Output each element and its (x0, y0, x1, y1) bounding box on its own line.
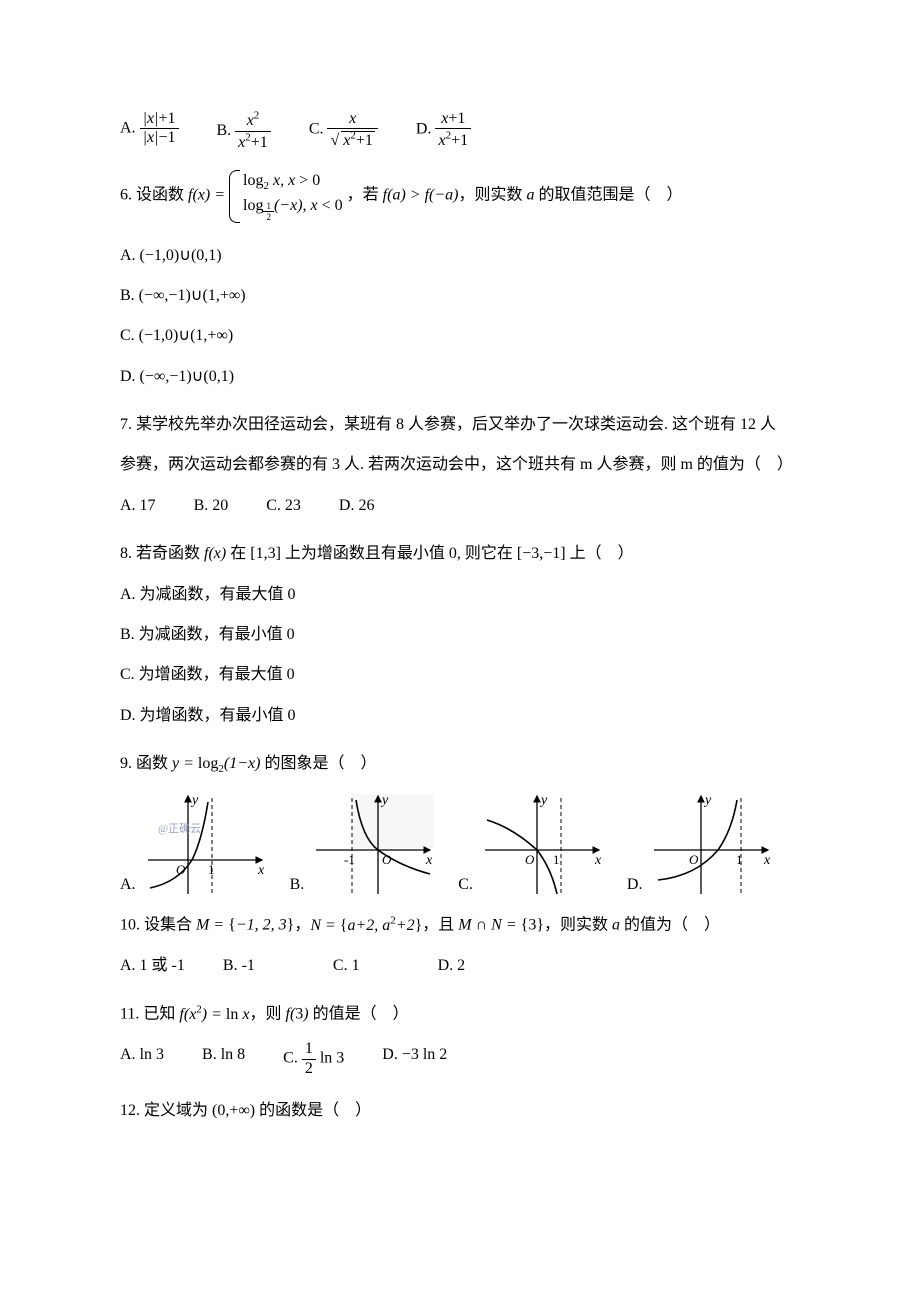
q10-opt-d: D. 2 (438, 951, 466, 981)
q5-options: A. |x|+1 |x|−1 B. x2 x2+1 C. x √x2+1 D. … (120, 110, 800, 152)
svg-text:y: y (380, 793, 389, 808)
q12-stem: 12. 定义域为 (0,+∞) 的函数是（ ） (120, 1096, 800, 1126)
q6-opt-b: B. (−∞,−1)∪(1,+∞) (120, 281, 800, 311)
svg-text:@正确云: @正确云 (158, 822, 201, 835)
q9-graph-d: y x O 1 (646, 790, 776, 900)
q5-opt-b: B. x2 x2+1 (217, 110, 271, 152)
q11-stem: 11. 已知 f(x2) = ln x，则 f(3) 的值是（ ） (120, 999, 800, 1030)
q6-cases: log2 x, x > 0 log12(−x), x < 0 (229, 170, 343, 222)
q8-opt-b: B. 为减函数，有最小值 0 (120, 620, 800, 650)
q8-opt-d: D. 为增函数，有最小值 0 (120, 701, 800, 731)
q9-graph-a-wrap: A. y x O @正确云 1 (120, 790, 270, 900)
q9-graph-c-wrap: C. y x O 1 (458, 790, 607, 900)
q8-opt-a: A. 为减函数，有最大值 0 (120, 580, 800, 610)
svg-text:x: x (425, 853, 433, 868)
q9-graph-b-wrap: B. y x O -1 (290, 790, 439, 900)
q6-stem: 6. 设函数 f(x) = log2 x, x > 0 log12(−x), x… (120, 170, 800, 222)
svg-text:x: x (763, 853, 771, 868)
q7-options: A. 17 B. 20 C. 23 D. 26 (120, 491, 800, 521)
q7-opt-a: A. 17 (120, 491, 156, 521)
q9-label-a: A. (120, 870, 136, 900)
q7-opt-c: C. 23 (266, 491, 301, 521)
q9-label-c: C. (458, 870, 473, 900)
q9-graphs: A. y x O @正确云 1 B. y x O -1 C. (120, 790, 800, 900)
svg-text:x: x (594, 853, 602, 868)
q9-graph-b: y x O -1 (308, 790, 438, 900)
q8-stem: 8. 若奇函数 f(x) 在 [1,3] 上为增函数且有最小值 0, 则它在 [… (120, 539, 800, 569)
svg-text:O: O (525, 852, 535, 867)
q6-prefix: 6. 设函数 (120, 187, 188, 204)
q11-opt-d: D. −3 ln 2 (382, 1040, 447, 1078)
svg-text:y: y (703, 793, 712, 808)
q9-label-b: B. (290, 870, 305, 900)
q7-opt-d: D. 26 (339, 491, 375, 521)
svg-text:1: 1 (208, 862, 215, 877)
q6-opt-d: D. (−∞,−1)∪(0,1) (120, 362, 800, 392)
q5-opt-a: A. |x|+1 |x|−1 (120, 110, 179, 152)
svg-text:1: 1 (553, 852, 560, 867)
q10-opt-b: B. -1 (223, 951, 255, 981)
q8-opt-c: C. 为增函数，有最大值 0 (120, 660, 800, 690)
q6-opt-c: C. (−1,0)∪(1,+∞) (120, 321, 800, 351)
q9-graph-c: y x O 1 (477, 790, 607, 900)
q11-opt-c: C. 12 ln 3 (283, 1040, 344, 1078)
q7-opt-b: B. 20 (194, 491, 229, 521)
q10-opt-c: C. 1 (333, 951, 360, 981)
svg-text:O: O (689, 852, 699, 867)
q10-stem: 10. 设集合 M = {−1, 2, 3}，N = {a+2, a2+2}，且… (120, 910, 800, 941)
q9-label-d: D. (627, 870, 643, 900)
svg-text:x: x (257, 863, 265, 878)
q5-opt-c: C. x √x2+1 (309, 110, 378, 152)
svg-text:y: y (539, 793, 548, 808)
q9-graph-a: y x O @正确云 1 (140, 790, 270, 900)
q9-stem: 9. 函数 y = log2(1−x) 的图象是（ ） (120, 749, 800, 780)
svg-text:1: 1 (736, 852, 743, 867)
svg-text:y: y (190, 793, 199, 808)
q10-opt-a: A. 1 或 -1 (120, 951, 185, 981)
q5-opt-d: D. x+1 x2+1 (416, 110, 471, 152)
q7-line1: 7. 某学校先举办次田径运动会，某班有 8 人参赛，后又举办了一次球类运动会. … (120, 410, 800, 440)
q7-line2: 参赛，两次运动会都参赛的有 3 人. 若两次运动会中，这个班共有 m 人参赛，则… (120, 450, 800, 480)
q9-graph-d-wrap: D. y x O 1 (627, 790, 777, 900)
q11-opt-b: B. ln 8 (202, 1040, 245, 1078)
q11-opt-a: A. ln 3 (120, 1040, 164, 1078)
svg-text:-1: -1 (344, 852, 355, 867)
q11-options: A. ln 3 B. ln 8 C. 12 ln 3 D. −3 ln 2 (120, 1040, 800, 1078)
q6-opt-a: A. (−1,0)∪(0,1) (120, 241, 800, 271)
q10-options: A. 1 或 -1 B. -1 C. 1 D. 2 (120, 951, 800, 981)
